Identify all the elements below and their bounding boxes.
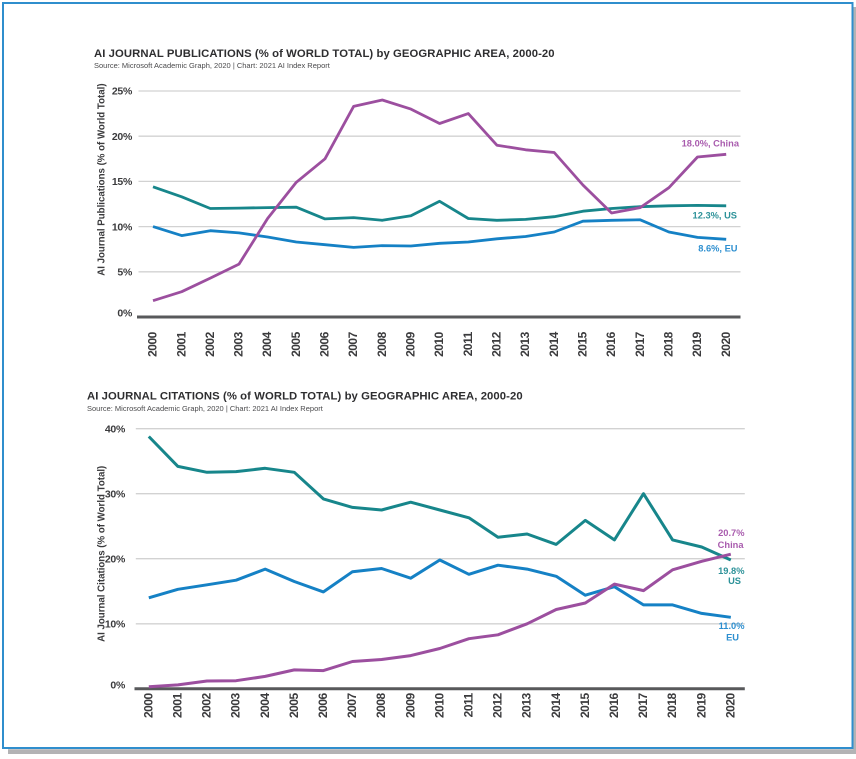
svg-text:2016: 2016 xyxy=(604,331,618,357)
svg-text:EU: EU xyxy=(726,632,739,642)
svg-text:18.0%, China: 18.0%, China xyxy=(682,139,740,149)
svg-text:2003: 2003 xyxy=(229,692,243,718)
svg-text:2011: 2011 xyxy=(461,331,475,356)
svg-text:Source: Microsoft Academic Gra: Source: Microsoft Academic Graph, 2020 |… xyxy=(87,404,324,413)
svg-text:2006: 2006 xyxy=(318,331,332,357)
svg-text:5%: 5% xyxy=(117,267,133,279)
svg-text:2004: 2004 xyxy=(260,331,274,357)
svg-text:0%: 0% xyxy=(110,680,126,692)
svg-text:2006: 2006 xyxy=(316,692,330,718)
svg-text:10%: 10% xyxy=(105,619,126,631)
svg-text:2008: 2008 xyxy=(374,692,388,718)
svg-text:20.7%: 20.7% xyxy=(718,528,745,538)
svg-text:2005: 2005 xyxy=(287,692,301,718)
svg-text:2014: 2014 xyxy=(549,692,563,718)
svg-text:2001: 2001 xyxy=(171,692,185,718)
svg-text:2019: 2019 xyxy=(690,331,704,357)
svg-text:15%: 15% xyxy=(112,176,133,188)
svg-text:2020: 2020 xyxy=(723,692,737,718)
svg-text:2007: 2007 xyxy=(345,692,359,718)
svg-text:2013: 2013 xyxy=(518,331,532,357)
svg-text:11.0%: 11.0% xyxy=(719,621,746,631)
svg-text:40%: 40% xyxy=(105,423,126,435)
svg-text:2014: 2014 xyxy=(547,331,561,357)
svg-text:2010: 2010 xyxy=(432,692,446,718)
svg-text:AI Journal Citations (% of Wor: AI Journal Citations (% of World Total) xyxy=(96,466,107,642)
svg-text:12.3%, US: 12.3%, US xyxy=(693,211,737,221)
svg-text:19.8%: 19.8% xyxy=(718,566,745,576)
svg-text:30%: 30% xyxy=(105,488,126,500)
svg-text:25%: 25% xyxy=(112,86,133,98)
svg-text:2013: 2013 xyxy=(520,692,534,718)
svg-text:US: US xyxy=(728,576,741,586)
svg-text:2015: 2015 xyxy=(578,692,592,718)
svg-text:AI JOURNAL CITATIONS (% of WOR: AI JOURNAL CITATIONS (% of WORLD TOTAL) … xyxy=(87,391,523,403)
svg-text:20%: 20% xyxy=(105,553,126,565)
svg-text:2018: 2018 xyxy=(665,692,679,718)
svg-text:2008: 2008 xyxy=(375,331,389,357)
svg-text:2000: 2000 xyxy=(146,331,160,357)
svg-text:AI Journal Publications (% of: AI Journal Publications (% of World Tota… xyxy=(96,83,107,275)
svg-text:2004: 2004 xyxy=(258,692,272,718)
svg-text:10%: 10% xyxy=(112,221,133,233)
svg-text:AI JOURNAL PUBLICATIONS (% of: AI JOURNAL PUBLICATIONS (% of WORLD TOTA… xyxy=(94,48,555,60)
svg-text:2012: 2012 xyxy=(491,692,505,718)
svg-text:2009: 2009 xyxy=(404,331,418,357)
svg-text:2010: 2010 xyxy=(432,331,446,357)
svg-text:2018: 2018 xyxy=(662,331,676,357)
svg-text:2001: 2001 xyxy=(174,331,188,357)
svg-text:2020: 2020 xyxy=(719,331,733,357)
svg-text:2017: 2017 xyxy=(636,692,650,718)
svg-text:2005: 2005 xyxy=(289,331,303,357)
svg-text:China: China xyxy=(718,540,745,550)
svg-text:2000: 2000 xyxy=(141,692,155,718)
svg-text:2011: 2011 xyxy=(462,692,476,717)
svg-text:2016: 2016 xyxy=(607,692,621,718)
svg-text:2003: 2003 xyxy=(232,331,246,357)
svg-text:2007: 2007 xyxy=(346,331,360,357)
svg-text:2019: 2019 xyxy=(694,692,708,718)
svg-text:2009: 2009 xyxy=(403,692,417,718)
svg-text:2002: 2002 xyxy=(200,692,214,718)
svg-text:2002: 2002 xyxy=(203,331,217,357)
svg-text:2017: 2017 xyxy=(633,331,647,357)
svg-text:2012: 2012 xyxy=(490,331,504,357)
svg-text:2015: 2015 xyxy=(576,331,590,357)
svg-text:Source: Microsoft Academic Gra: Source: Microsoft Academic Graph, 2020 |… xyxy=(94,61,331,70)
svg-text:20%: 20% xyxy=(112,131,133,143)
svg-text:0%: 0% xyxy=(117,308,133,320)
svg-text:8.6%, EU: 8.6%, EU xyxy=(698,244,738,254)
